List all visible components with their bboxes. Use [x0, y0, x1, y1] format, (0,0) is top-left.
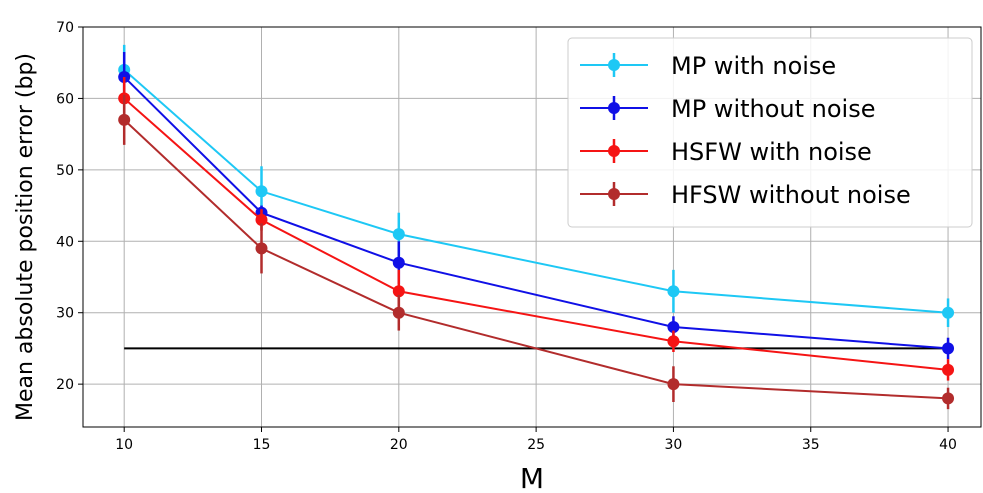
x-tick-label: 35 [802, 437, 820, 453]
plot-frame [82, 26, 982, 428]
legend-marker [608, 145, 620, 157]
ticks: 10 15 20 25 30 35 40 20 30 40 50 60 70 [56, 20, 957, 453]
data-point [392, 306, 405, 319]
y-axis-title: Mean absolute position error (bp) [13, 53, 38, 421]
data-point [392, 285, 405, 298]
data-point [667, 378, 680, 391]
legend-item: HSFW with noise [580, 138, 872, 166]
legend-item: MP without noise [580, 95, 876, 123]
data-point [667, 321, 680, 333]
legend-label: MP with noise [671, 52, 836, 80]
x-tick-label: 30 [665, 437, 683, 453]
x-tick-label: 40 [939, 437, 957, 453]
data-point [942, 392, 955, 405]
legend-item: MP with noise [580, 52, 836, 80]
y-tick-label: 70 [56, 20, 74, 36]
legend-marker [608, 188, 620, 200]
legend-label: HSFW with noise [671, 138, 872, 166]
data-point [255, 242, 268, 255]
series-4 [118, 94, 955, 410]
legend-item: HFSW without noise [580, 181, 911, 209]
data-point [942, 342, 955, 355]
data-point [942, 363, 955, 376]
data-point [667, 335, 680, 348]
y-tick-label: 40 [56, 234, 74, 250]
x-tick-label: 10 [115, 437, 133, 453]
data-point [255, 213, 268, 226]
data-point [255, 185, 268, 198]
y-tick-label: 20 [56, 377, 74, 393]
data-point [392, 228, 405, 241]
x-tick-label: 25 [527, 437, 545, 453]
y-tick-label: 30 [56, 306, 74, 322]
legend-marker [608, 59, 620, 71]
x-axis-title: M [520, 462, 544, 493]
series-layer [118, 44, 955, 410]
legend-label: HFSW without noise [671, 181, 911, 209]
legend: MP with noise MP without noise HSFW with n… [567, 37, 973, 228]
data-point [118, 113, 131, 126]
legend-label: MP without noise [671, 95, 876, 123]
legend-box [567, 37, 973, 228]
legend-marker [608, 102, 620, 114]
data-point [392, 256, 405, 269]
y-tick-label: 60 [56, 91, 74, 107]
x-tick-label: 20 [390, 437, 408, 453]
data-point [942, 306, 955, 319]
x-tick-label: 15 [253, 437, 271, 453]
y-tick-label: 50 [56, 163, 74, 179]
data-point [667, 285, 680, 298]
